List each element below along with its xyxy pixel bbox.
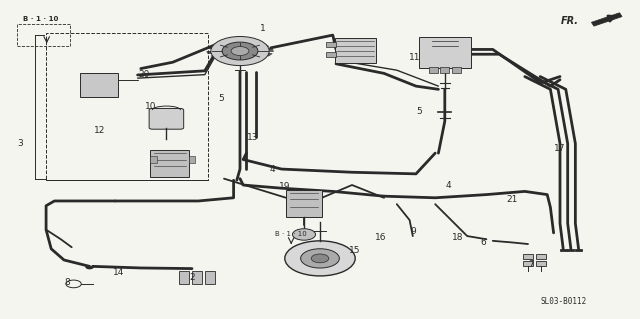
Text: 13: 13: [247, 133, 259, 142]
Polygon shape: [591, 13, 622, 26]
Text: 8: 8: [65, 278, 70, 287]
Text: 16: 16: [375, 233, 387, 242]
Text: 14: 14: [113, 268, 124, 277]
Text: 18: 18: [452, 233, 463, 242]
Circle shape: [231, 47, 249, 56]
Circle shape: [311, 254, 329, 263]
Text: B · 1 · 10: B · 1 · 10: [22, 16, 58, 22]
Bar: [523, 261, 533, 266]
Bar: [536, 261, 546, 266]
Text: 2: 2: [189, 273, 195, 282]
FancyBboxPatch shape: [335, 38, 376, 63]
Bar: [326, 42, 336, 47]
Bar: [440, 67, 449, 73]
Bar: [523, 254, 533, 259]
FancyBboxPatch shape: [149, 108, 184, 129]
Circle shape: [285, 241, 355, 276]
Circle shape: [222, 42, 258, 60]
Text: 15: 15: [349, 246, 361, 255]
Text: 21: 21: [506, 195, 518, 204]
Bar: [536, 254, 546, 259]
Text: 12: 12: [93, 126, 105, 135]
Circle shape: [211, 36, 269, 66]
Text: B · 1 · 10: B · 1 · 10: [275, 232, 307, 237]
Bar: [189, 156, 195, 163]
Text: 7: 7: [529, 260, 534, 269]
Text: 10: 10: [145, 102, 156, 111]
Bar: [429, 67, 438, 73]
Text: SL03-B0112: SL03-B0112: [540, 297, 586, 306]
Text: 3: 3: [18, 139, 23, 148]
FancyBboxPatch shape: [419, 37, 471, 68]
Text: 4: 4: [269, 165, 275, 174]
Text: FR.: FR.: [561, 16, 579, 26]
Bar: [80, 73, 118, 97]
Bar: [286, 190, 322, 217]
Bar: [46, 33, 208, 180]
Text: 11: 11: [409, 53, 420, 62]
Text: 20: 20: [138, 70, 150, 79]
Bar: [205, 271, 215, 284]
Text: 17: 17: [554, 144, 566, 153]
Text: 4: 4: [445, 181, 451, 189]
Bar: [150, 156, 157, 163]
Circle shape: [301, 249, 339, 268]
Bar: [150, 150, 189, 177]
Bar: [179, 271, 189, 284]
Text: 5: 5: [218, 94, 223, 103]
Bar: [192, 271, 202, 284]
Bar: [326, 52, 336, 57]
Text: 19: 19: [279, 182, 291, 191]
Text: 9: 9: [410, 227, 415, 236]
Bar: [452, 67, 461, 73]
Text: 5: 5: [417, 107, 422, 116]
Text: 1: 1: [260, 24, 265, 33]
Bar: [17, 24, 70, 46]
Text: 6: 6: [481, 238, 486, 247]
Circle shape: [292, 229, 316, 240]
